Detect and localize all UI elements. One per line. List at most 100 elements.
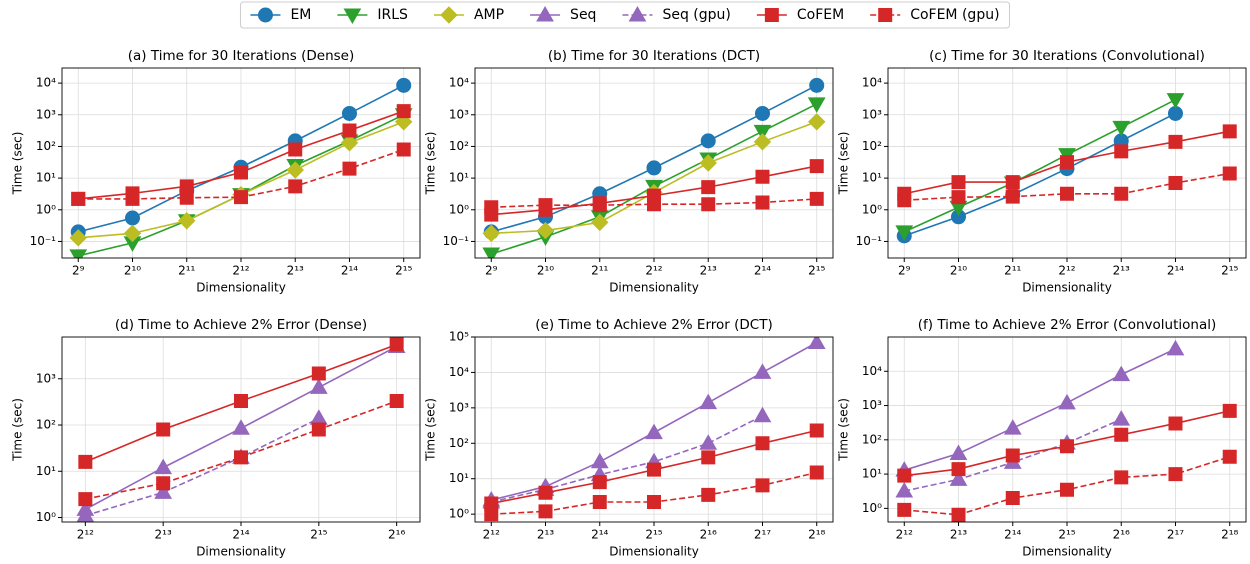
marker bbox=[69, 249, 88, 258]
y-tick-label: 10⁰ bbox=[36, 202, 56, 216]
marker bbox=[592, 495, 607, 510]
y-tick-label: 10³ bbox=[449, 107, 469, 121]
marker bbox=[286, 161, 304, 179]
plot-area bbox=[482, 77, 826, 258]
marker bbox=[396, 77, 412, 93]
marker bbox=[809, 159, 824, 174]
axes-frame bbox=[61, 336, 421, 523]
marker bbox=[536, 221, 555, 240]
y-axis-label: Time (sec) bbox=[837, 398, 851, 462]
marker bbox=[895, 482, 914, 498]
marker bbox=[646, 160, 662, 176]
legend-item: AMP bbox=[433, 6, 504, 24]
marker bbox=[123, 224, 142, 243]
marker bbox=[1114, 470, 1129, 485]
x-tick-label: 2¹⁶ bbox=[1113, 528, 1130, 542]
x-tick-label: 2¹² bbox=[232, 264, 249, 278]
panel-title: (e) Time to Achieve 2% Error (DCT) bbox=[535, 317, 772, 333]
x-tick-label: 2¹⁵ bbox=[310, 528, 327, 542]
marker bbox=[396, 142, 411, 157]
marker bbox=[755, 169, 770, 184]
marker bbox=[538, 504, 553, 519]
y-tick-label: 10⁰ bbox=[862, 501, 882, 515]
axes-frame bbox=[474, 336, 834, 523]
marker bbox=[809, 77, 825, 93]
legend-label: CoFEM bbox=[797, 7, 844, 23]
marker bbox=[1059, 439, 1074, 454]
marker bbox=[699, 434, 718, 450]
panel: 2¹² 2¹³ 2¹⁴ 2¹⁵ 2¹⁶ 2¹⁷ 2¹⁸ 10⁰ 10¹ 10² 10³ 10⁴ 10⁵ (… bbox=[424, 317, 834, 559]
y-tick-label: 10¹ bbox=[862, 171, 882, 185]
marker bbox=[951, 507, 966, 522]
marker bbox=[1112, 365, 1131, 382]
plot-area bbox=[69, 77, 413, 258]
marker bbox=[538, 198, 553, 213]
x-tick-label: 2¹¹ bbox=[178, 264, 195, 278]
x-tick-label: 2¹² bbox=[1058, 264, 1075, 278]
marker bbox=[1114, 144, 1129, 159]
x-tick-label: 2¹⁴ bbox=[754, 264, 771, 278]
series-line bbox=[903, 98, 1176, 233]
y-tick-label: 10⁻¹ bbox=[30, 234, 57, 248]
marker bbox=[343, 8, 362, 25]
y-tick-label: 10⁴ bbox=[862, 364, 882, 378]
x-tick-label: 2¹³ bbox=[950, 528, 967, 542]
x-tick-label: 2¹⁵ bbox=[395, 264, 412, 278]
marker bbox=[646, 197, 661, 212]
marker bbox=[753, 406, 772, 423]
y-axis-label: Time (sec) bbox=[424, 398, 438, 462]
y-tick-label: 10⁴ bbox=[36, 76, 56, 90]
marker bbox=[536, 5, 554, 22]
marker bbox=[591, 213, 609, 232]
marker bbox=[1222, 166, 1237, 181]
y-tick-label: 10³ bbox=[862, 107, 882, 121]
marker bbox=[125, 191, 140, 206]
marker bbox=[951, 190, 966, 205]
marker bbox=[233, 165, 248, 180]
marker bbox=[701, 180, 716, 195]
marker bbox=[154, 458, 173, 475]
marker bbox=[71, 191, 86, 206]
x-tick-label: 2⁹ bbox=[898, 264, 911, 278]
x-tick-label: 2¹³ bbox=[700, 264, 717, 278]
x-axis-label: Dimensionality bbox=[196, 545, 286, 559]
marker bbox=[951, 462, 966, 477]
marker bbox=[232, 419, 250, 435]
marker bbox=[897, 193, 912, 208]
x-tick-label: 2¹⁷ bbox=[754, 528, 771, 542]
legend-label: CoFEM (gpu) bbox=[910, 7, 999, 23]
marker bbox=[701, 487, 716, 502]
marker bbox=[482, 224, 500, 243]
marker bbox=[1168, 467, 1183, 482]
x-tick-label: 2¹⁴ bbox=[1167, 264, 1184, 278]
x-tick-label: 2¹¹ bbox=[1004, 264, 1021, 278]
marker bbox=[754, 105, 770, 121]
legend: EM IRLS AMP Seq Seq (gpu) CoFEM CoFEM (gpu) bbox=[239, 1, 1011, 29]
legend-label: IRLS bbox=[377, 7, 408, 23]
legend-label: Seq (gpu) bbox=[662, 7, 730, 23]
marker bbox=[951, 175, 966, 190]
panel: 2⁹ 2¹⁰ 2¹¹ 2¹² 2¹³ 2¹⁴ 2¹⁵ 10⁻¹ 10⁰ 10¹ 10² 10³ 10⁴ (… bbox=[424, 48, 834, 295]
marker bbox=[807, 97, 826, 113]
marker bbox=[340, 134, 359, 152]
x-tick-label: 2¹⁶ bbox=[388, 528, 405, 542]
marker bbox=[1005, 448, 1020, 463]
x-tick-label: 2¹⁴ bbox=[591, 528, 608, 542]
marker bbox=[592, 475, 607, 490]
y-tick-label: 10² bbox=[36, 139, 56, 153]
x-tick-label: 2⁹ bbox=[485, 264, 498, 278]
y-tick-label: 10² bbox=[449, 436, 469, 450]
x-axis-label: Dimensionality bbox=[1022, 545, 1112, 559]
marker bbox=[1166, 339, 1185, 356]
marker bbox=[808, 113, 826, 131]
y-tick-label: 10³ bbox=[36, 371, 56, 385]
axes-frame bbox=[474, 67, 834, 259]
legend-label: AMP bbox=[474, 7, 504, 23]
marker bbox=[1222, 449, 1237, 464]
x-tick-label: 2¹³ bbox=[287, 264, 304, 278]
marker bbox=[809, 465, 824, 480]
marker bbox=[807, 337, 826, 349]
marker bbox=[949, 444, 968, 460]
marker bbox=[1005, 491, 1020, 506]
y-axis-label: Time (sec) bbox=[11, 398, 25, 462]
